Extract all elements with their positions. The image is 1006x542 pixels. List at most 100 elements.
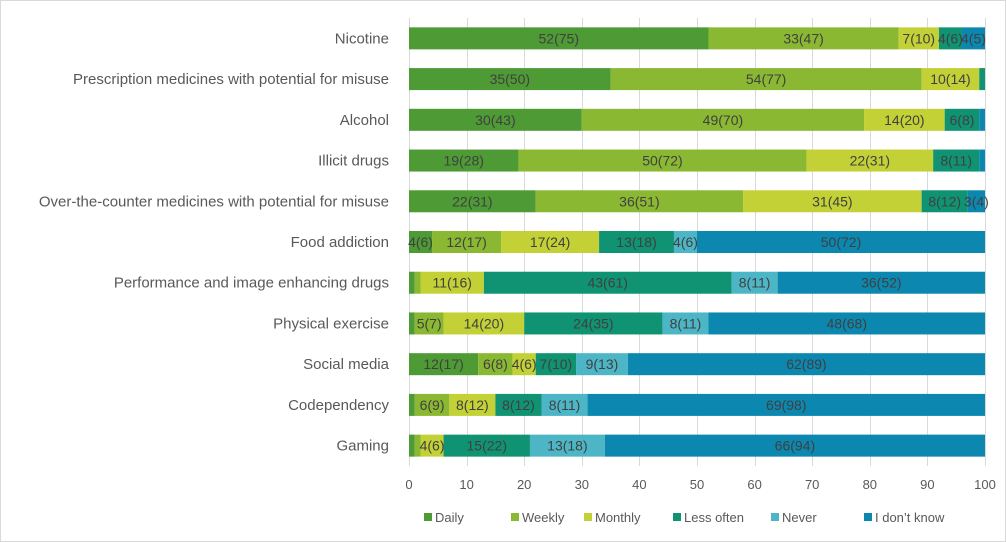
- bar-segment: [961, 27, 985, 50]
- bar-segment: [518, 149, 807, 172]
- data-label: 8(11): [940, 153, 972, 169]
- bar-segment: [944, 108, 980, 131]
- bar-segment: [673, 231, 697, 253]
- data-label: 69(98): [766, 397, 806, 413]
- x-tick-label: 30: [575, 477, 589, 492]
- legend-swatch: [771, 513, 779, 521]
- bar-segment: [529, 434, 605, 457]
- bar-segment: [478, 353, 513, 376]
- bar-segment: [967, 190, 985, 213]
- category-labels: Nicotine Prescription medicines with pote…: [39, 30, 390, 454]
- bar-segment: [512, 353, 536, 376]
- legend-swatch: [864, 513, 872, 521]
- data-label: 5(7): [417, 315, 442, 331]
- data-label: 12(17): [423, 356, 463, 372]
- bar-segment: [979, 108, 985, 131]
- x-tick-label: 80: [863, 477, 877, 492]
- bar-segment: [449, 393, 496, 416]
- bar-segment: [921, 68, 980, 91]
- data-label: 4(6): [420, 438, 445, 454]
- data-label: 4(6): [512, 356, 537, 372]
- data-label: 4(5): [961, 30, 986, 46]
- bar-segment: [921, 190, 968, 213]
- bar-segment: [501, 231, 600, 253]
- data-label: 8(11): [739, 275, 771, 291]
- data-label: 8(12): [456, 397, 489, 413]
- data-label: 15(22): [467, 438, 507, 454]
- legend-label: Never: [782, 510, 817, 525]
- bar-segment: [708, 312, 985, 335]
- bar-segment: [409, 149, 519, 172]
- x-tick-label: 70: [805, 477, 819, 492]
- data-label: 36(52): [861, 275, 901, 291]
- legend-label: Monthly: [595, 510, 641, 525]
- legend-swatch: [511, 513, 519, 521]
- data-label: 9(13): [586, 356, 619, 372]
- bar-segment: [933, 149, 980, 172]
- bar-segment: [541, 393, 588, 416]
- data-label: 33(47): [783, 30, 823, 46]
- bar-segment: [409, 108, 582, 131]
- bar-segment: [697, 231, 985, 253]
- bar-segment: [409, 190, 536, 213]
- x-tick-label: 40: [632, 477, 646, 492]
- category-label: Physical exercise: [273, 315, 389, 332]
- bar-segment: [777, 271, 985, 294]
- bar-segment: [731, 271, 778, 294]
- bar-segment: [409, 231, 433, 253]
- legend-swatch: [673, 513, 681, 521]
- legend-label: Less often: [684, 510, 744, 525]
- data-label: 8(11): [670, 315, 702, 331]
- data-label: 13(18): [547, 438, 587, 454]
- data-label: 4(6): [938, 30, 963, 46]
- data-label: 10(14): [930, 71, 970, 87]
- bar-segment: [483, 271, 732, 294]
- bar-segment: [414, 434, 421, 457]
- bar-segment: [443, 434, 530, 457]
- data-label: 3(4): [964, 193, 989, 209]
- category-label: Nicotine: [335, 30, 389, 47]
- x-tick-label: 0: [405, 477, 412, 492]
- bar-segment: [414, 393, 450, 416]
- bar-segment: [414, 271, 421, 294]
- bars: 52(75) 33(47) 7(10) 4(6)4(5)35(50) 54(77) 10(…: [408, 27, 989, 457]
- data-label: 7(10): [902, 30, 935, 46]
- bar-segment: [409, 393, 415, 416]
- category-label: Codependency: [288, 397, 389, 414]
- data-label: 35(50): [490, 71, 530, 87]
- bar-segment: [420, 271, 484, 294]
- bar-segment: [599, 231, 674, 253]
- data-label: 6(8): [950, 112, 975, 128]
- data-label: 24(35): [573, 315, 613, 331]
- bar-segment: [708, 27, 899, 50]
- category-label: Prescription medicines with potential fo…: [73, 71, 389, 88]
- data-label: 6(8): [483, 356, 508, 372]
- x-tick-label: 100: [974, 477, 996, 492]
- x-tick-label: 60: [747, 477, 761, 492]
- bar-segment: [524, 312, 663, 335]
- data-label: 30(43): [475, 112, 515, 128]
- category-label: Social media: [303, 356, 390, 373]
- bar-segment: [409, 312, 415, 335]
- bar-segment: [495, 393, 542, 416]
- data-label: 13(18): [616, 234, 656, 250]
- data-label: 62(89): [786, 356, 826, 372]
- data-label: 36(51): [619, 193, 659, 209]
- data-label: 12(17): [446, 234, 486, 250]
- bar-segment: [420, 434, 444, 457]
- data-label: 14(20): [464, 315, 504, 331]
- data-label: 7(10): [540, 356, 573, 372]
- data-label: 8(12): [928, 193, 961, 209]
- bar-segment: [979, 68, 985, 91]
- data-label: 4(6): [408, 234, 433, 250]
- bar-segment: [535, 353, 577, 376]
- bar-segment: [627, 353, 985, 376]
- data-label: 49(70): [703, 112, 743, 128]
- bar-segment: [979, 149, 985, 172]
- bar-segment: [409, 68, 611, 91]
- bar-segment: [409, 353, 479, 376]
- bar-segment: [443, 312, 525, 335]
- data-label: 50(72): [642, 153, 682, 169]
- bar-segment: [409, 271, 415, 294]
- category-label: Alcohol: [340, 112, 389, 129]
